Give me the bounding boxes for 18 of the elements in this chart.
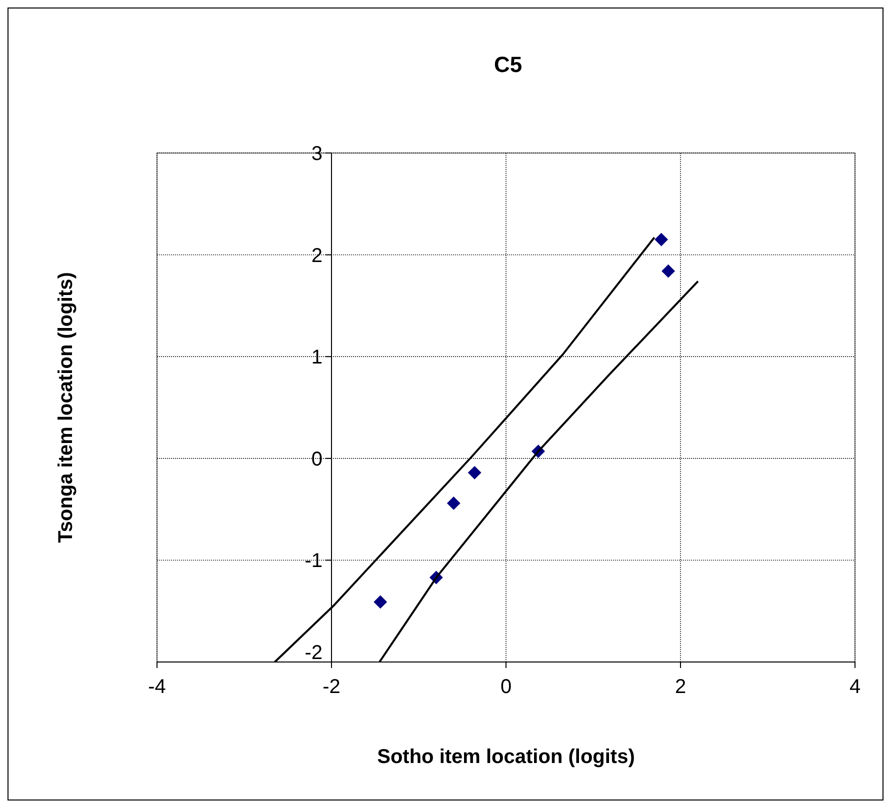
y-tick-label: -1 <box>304 550 322 572</box>
y-tick-label: 0 <box>311 448 322 470</box>
x-axis-title: Sotho item location (logits) <box>377 746 635 768</box>
x-tick-label: 4 <box>849 676 861 698</box>
y-axis-title: Tsonga item location (logits) <box>55 272 77 543</box>
y-tick-label: -2 <box>304 642 322 664</box>
point <box>446 496 460 510</box>
y-tick-label: 2 <box>311 244 322 267</box>
y-tick-label: 3 <box>311 143 322 165</box>
x-tick-label: 2 <box>674 676 686 698</box>
point <box>654 232 668 246</box>
point <box>374 595 388 609</box>
point <box>662 264 675 278</box>
chart-title: C5 <box>494 52 522 77</box>
x-tick-label: -4 <box>148 676 166 698</box>
point <box>468 466 482 480</box>
x-tick-label: 0 <box>500 676 512 698</box>
y-tick-label: 1 <box>311 346 322 369</box>
